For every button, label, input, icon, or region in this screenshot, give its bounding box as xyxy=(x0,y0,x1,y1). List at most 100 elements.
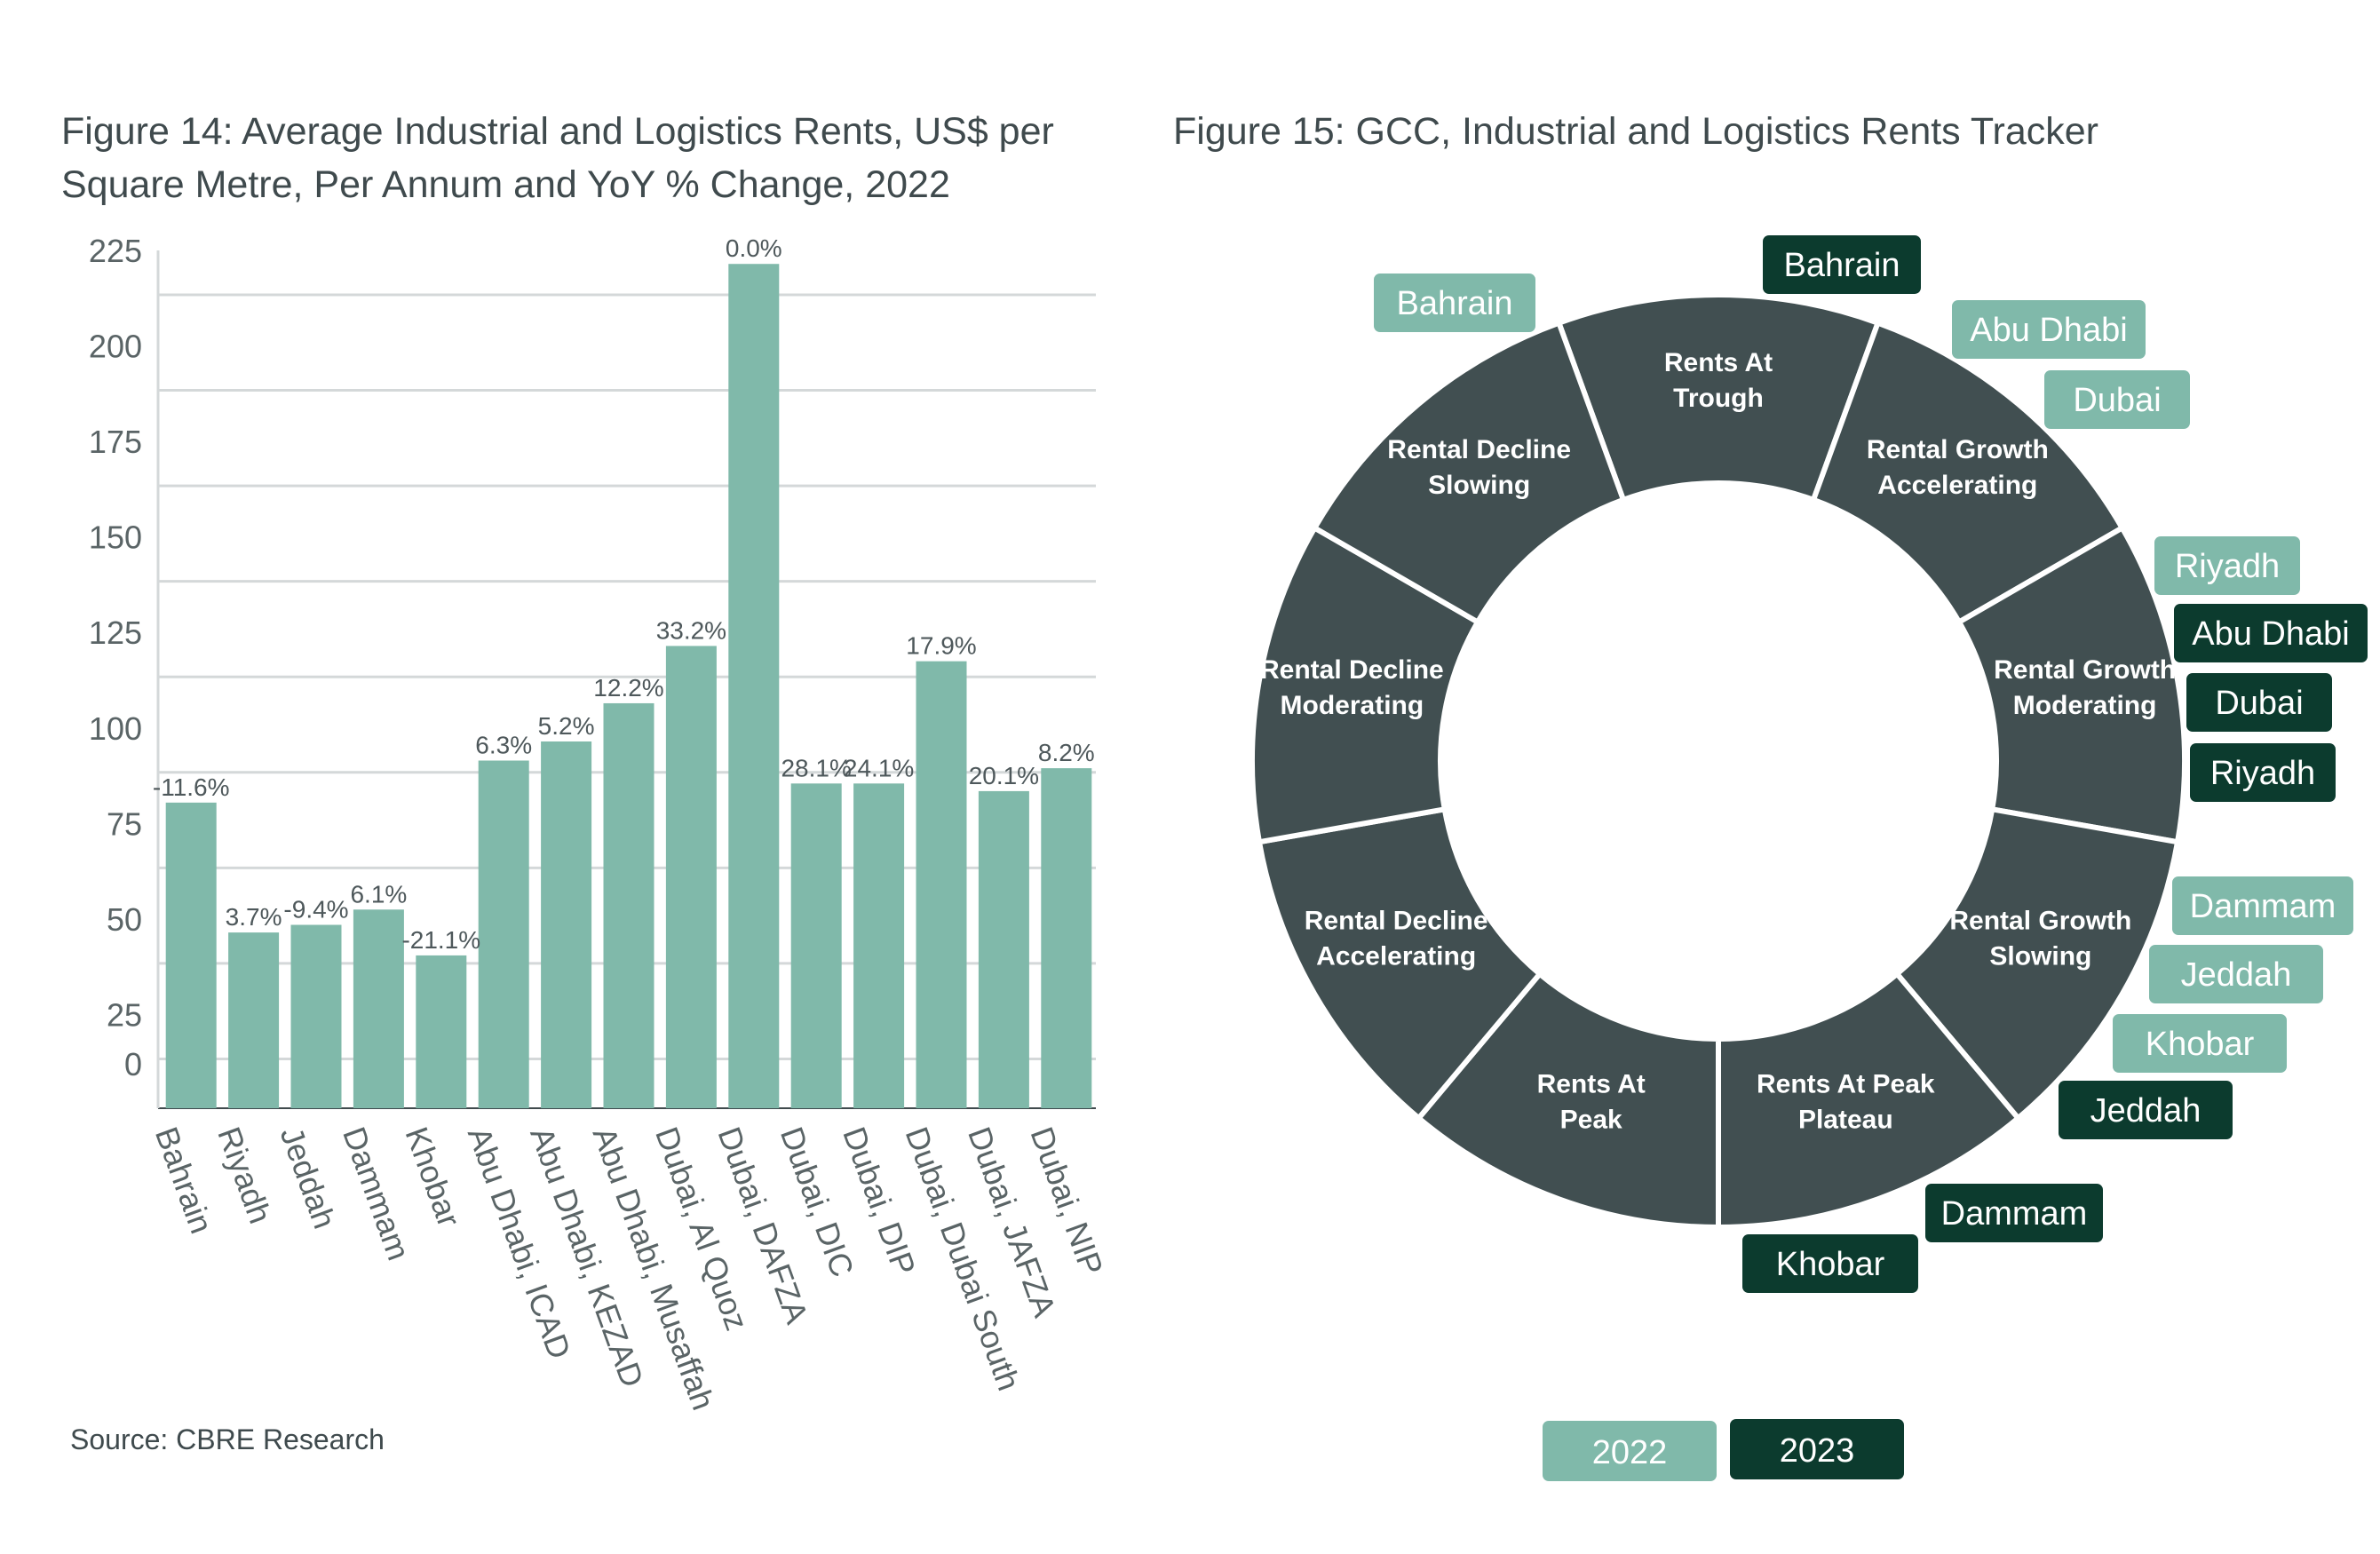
svg-text:Abu Dhabi: Abu Dhabi xyxy=(1970,312,2127,349)
bar-dammam xyxy=(353,909,404,1108)
svg-text:2023: 2023 xyxy=(1780,1432,1855,1470)
segment-label: Rental Decline Moderating xyxy=(1260,655,1444,720)
svg-text:Dammam: Dammam xyxy=(2190,888,2336,925)
y-tick-label: 25 xyxy=(107,996,142,1033)
svg-text:Dammam: Dammam xyxy=(1941,1195,2088,1233)
segment-label: Rents At Trough xyxy=(1664,348,1773,413)
bar-dubai-dubai-south xyxy=(916,661,967,1108)
segment-rental-decline-slowing xyxy=(1311,319,1627,626)
svg-text:Riyadh: Riyadh xyxy=(2175,548,2280,585)
data-label: 20.1% xyxy=(969,762,1039,789)
tag-bahrain-2022: Bahrain xyxy=(1374,274,1535,332)
segment-rents-at-peak xyxy=(1415,970,1721,1231)
tag-jeddah-2023: Jeddah xyxy=(2059,1081,2233,1139)
tag-abu-dhabi-2022: Abu Dhabi xyxy=(1952,300,2146,359)
bar-dubai-al-quoz xyxy=(665,646,717,1108)
svg-text:Khobar: Khobar xyxy=(1776,1246,1885,1283)
data-label: 17.9% xyxy=(906,632,976,660)
svg-text:Dubai: Dubai xyxy=(2073,382,2161,419)
bar-riyadh xyxy=(228,932,280,1108)
donut-segment-labels: Rents At Trough Rental Growth Accelerating R… xyxy=(1260,348,2176,1135)
bar-khobar xyxy=(416,955,467,1108)
tag-dubai-2023: Dubai xyxy=(2186,673,2332,732)
segment-label: Rental Decline Accelerating xyxy=(1305,907,1488,971)
tag-khobar-2023: Khobar xyxy=(1742,1234,1918,1293)
svg-text:Bahrain: Bahrain xyxy=(1784,247,1900,284)
tag-abu-dhabi-2023: Abu Dhabi xyxy=(2174,604,2368,662)
bar-abu-dhabi-musaffah xyxy=(603,702,654,1108)
svg-text:Bahrain: Bahrain xyxy=(1397,285,1513,322)
data-label: 6.1% xyxy=(350,880,407,908)
data-label: -21.1% xyxy=(401,926,480,954)
bar-jeddah xyxy=(290,924,342,1108)
y-tick-label: 75 xyxy=(107,805,142,842)
data-label: 8.2% xyxy=(1038,739,1095,766)
data-label: 12.2% xyxy=(593,674,663,702)
tag-dammam-2023: Dammam xyxy=(1925,1184,2103,1242)
data-label: -11.6% xyxy=(153,773,230,801)
bar-dubai-jafza xyxy=(978,790,1029,1108)
bar-dubai-dic xyxy=(790,783,842,1108)
tag-khobar-2022: Khobar xyxy=(2113,1014,2287,1073)
y-tick-label: 0 xyxy=(124,1046,142,1082)
tag-dammam-2022: Dammam xyxy=(2172,876,2353,935)
tag-bahrain-2023: Bahrain xyxy=(1763,235,1921,294)
y-tick-label: 125 xyxy=(89,614,142,651)
figure15-title: Figure 15: GCC, Industrial and Logistics… xyxy=(1173,110,2098,153)
bar-chart-y-axis: 0 25 50 75 100 125 150 175 200 225 xyxy=(89,233,142,1082)
svg-text:Abu Dhabi: Abu Dhabi xyxy=(2192,615,2349,653)
legend-2023: 2023 xyxy=(1730,1419,1904,1479)
svg-text:Jeddah: Jeddah xyxy=(2090,1092,2202,1130)
bar-dubai-dip xyxy=(853,783,905,1108)
y-tick-label: 150 xyxy=(89,519,142,556)
data-label: -9.4% xyxy=(283,895,348,923)
segment-label: Rents At Peak Plateau xyxy=(1757,1070,1935,1135)
data-label: 24.1% xyxy=(844,754,914,781)
y-tick-label: 100 xyxy=(89,710,142,747)
svg-text:Jeddah: Jeddah xyxy=(2181,956,2292,994)
segment-rents-at-peak-plateau xyxy=(1716,970,2022,1231)
city-tags: Bahrain Bahrain Abu Dhabi Dubai Riyadh Abu Dh… xyxy=(1374,235,2368,1293)
svg-text:Khobar: Khobar xyxy=(2146,1026,2255,1063)
data-label: 33.2% xyxy=(656,616,726,644)
y-tick-label: 200 xyxy=(89,329,142,365)
tag-riyadh-2022: Riyadh xyxy=(2154,536,2300,595)
bar-chart-bars xyxy=(165,264,1092,1109)
segment-label: Rents At Peak xyxy=(1537,1070,1646,1135)
segment-rental-growth-slowing xyxy=(1892,805,2181,1122)
data-label: 6.3% xyxy=(475,731,532,758)
tag-dubai-2022: Dubai xyxy=(2044,370,2190,429)
segment-label: Rental Growth Moderating xyxy=(1994,655,2176,720)
segment-rental-growth-accelerating xyxy=(1810,319,2126,626)
segment-label: Rental Growth Accelerating xyxy=(1867,435,2049,500)
y-tick-label: 50 xyxy=(107,901,142,938)
source-note: Source: CBRE Research xyxy=(70,1423,385,1455)
tag-jeddah-2022: Jeddah xyxy=(2149,945,2323,1003)
legend-2022: 2022 xyxy=(1543,1421,1717,1481)
bar-dubai-dafza xyxy=(728,264,780,1109)
data-label: 5.2% xyxy=(538,712,595,740)
segment-label: Rental Growth Slowing xyxy=(1949,907,2131,971)
bar-abu-dhabi-kezad xyxy=(541,741,592,1108)
y-tick-label: 175 xyxy=(89,424,142,460)
segment-rental-decline-accelerating xyxy=(1256,805,1544,1122)
figure14-title: Figure 14: Average Industrial and Logist… xyxy=(61,110,1054,206)
svg-text:Dubai: Dubai xyxy=(2215,685,2303,722)
data-label: 28.1% xyxy=(781,754,851,781)
segment-label: Rental Decline Slowing xyxy=(1387,435,1571,500)
svg-text:2022: 2022 xyxy=(1592,1434,1668,1471)
y-tick-label: 225 xyxy=(89,233,142,269)
bar-bahrain xyxy=(165,802,217,1108)
bar-chart-data-labels: -11.6% 3.7% -9.4%6.1% -21.1% 6.3%5.2% 12.2% 33… xyxy=(153,234,1095,954)
tag-riyadh-2023: Riyadh xyxy=(2190,743,2336,802)
segment-rents-at-trough xyxy=(1555,292,1882,503)
donut-segments xyxy=(1250,292,2187,1231)
year-legend: 2022 2023 xyxy=(1543,1419,1904,1481)
data-label: 3.7% xyxy=(226,903,282,931)
data-label: 0.0% xyxy=(726,234,782,262)
bar-abu-dhabi-icad xyxy=(478,760,529,1108)
segment-rental-decline-moderating xyxy=(1250,524,1482,845)
svg-text:Riyadh: Riyadh xyxy=(2210,755,2315,792)
